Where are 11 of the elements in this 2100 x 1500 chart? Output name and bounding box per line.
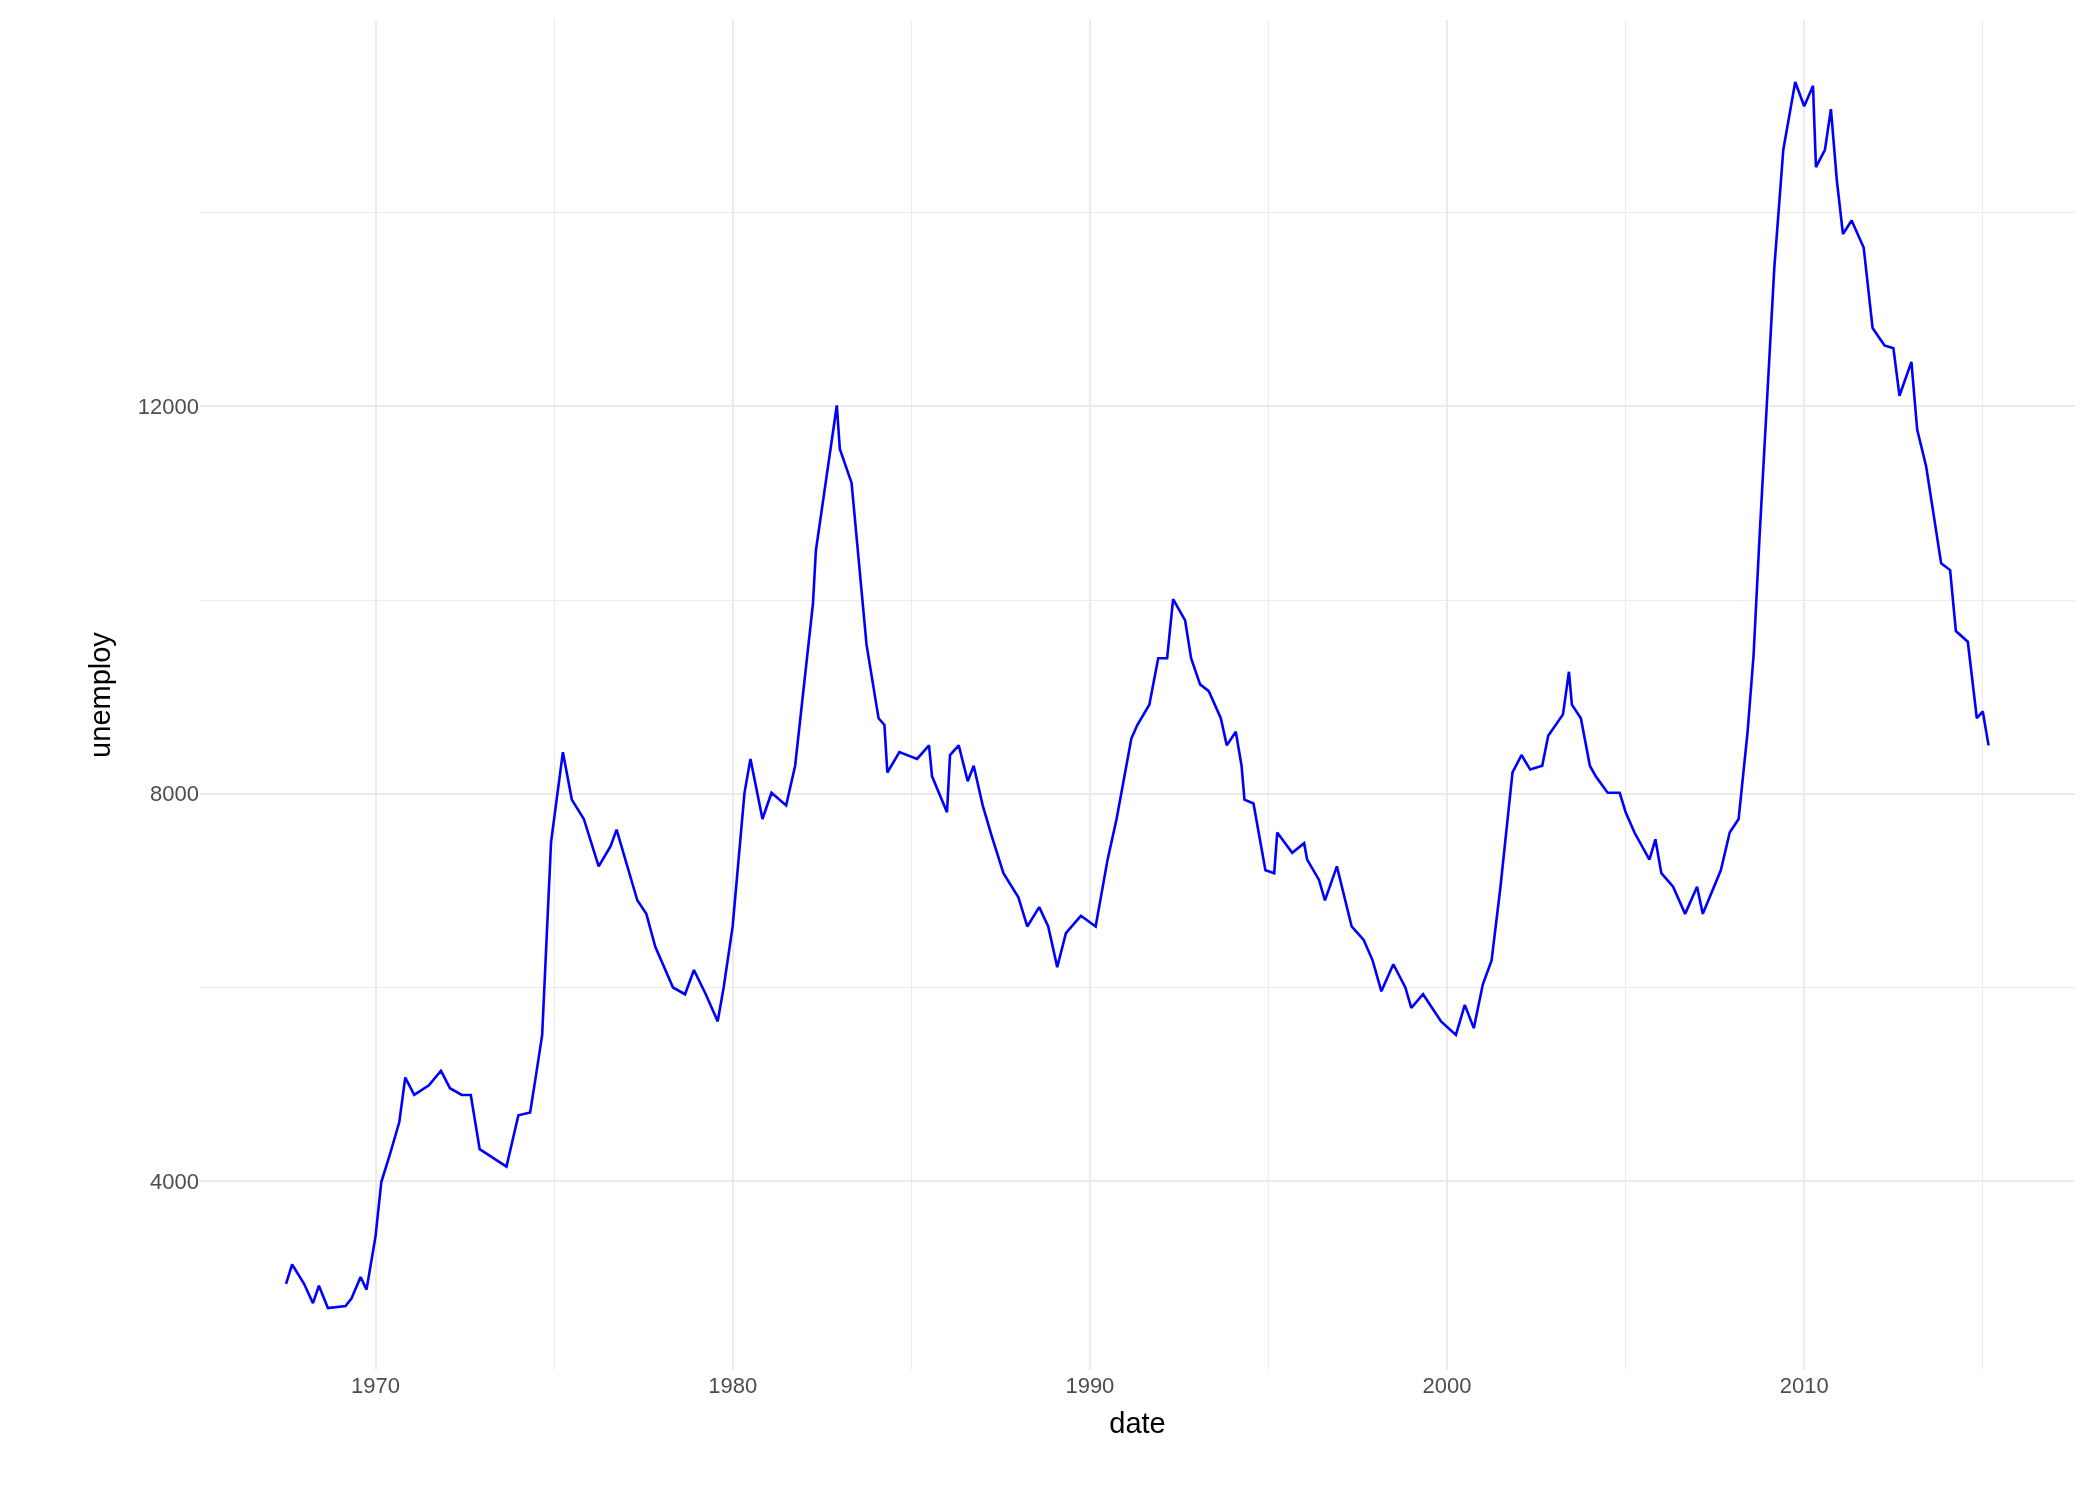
x-tick-label: 1980 xyxy=(708,1373,758,1398)
x-tick-label: 2000 xyxy=(1422,1373,1472,1398)
y-axis-title: unemploy xyxy=(84,631,117,758)
y-tick-label: 4000 xyxy=(150,1168,199,1194)
x-tick-label: 1970 xyxy=(351,1373,401,1398)
x-tick-label: 1990 xyxy=(1065,1373,1115,1398)
y-tick-label: 12000 xyxy=(137,394,199,420)
x-axis-title: date xyxy=(1109,1406,1166,1439)
x-tick-label: 2010 xyxy=(1779,1373,1829,1398)
y-tick-label: 8000 xyxy=(150,781,199,807)
line-series xyxy=(284,80,1990,1310)
